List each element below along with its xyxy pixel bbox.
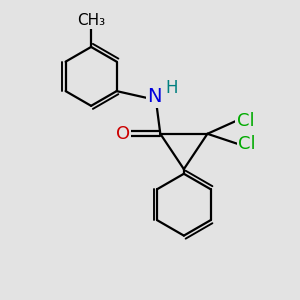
- Text: O: O: [116, 125, 130, 143]
- Text: Cl: Cl: [238, 135, 256, 153]
- Text: Cl: Cl: [237, 112, 254, 130]
- Text: H: H: [165, 79, 177, 97]
- Text: CH₃: CH₃: [77, 13, 105, 28]
- Text: N: N: [147, 88, 162, 106]
